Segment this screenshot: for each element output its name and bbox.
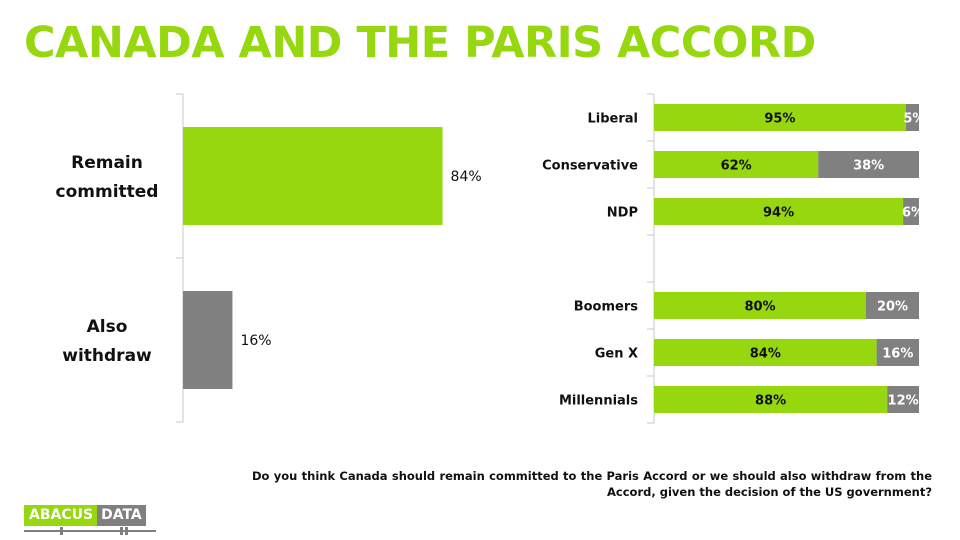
- bar-segment: [887, 386, 919, 413]
- page-title: CANADA AND THE PARIS ACCORD: [24, 18, 816, 68]
- abacus-data-logo: ABACUS DATA: [24, 505, 160, 535]
- category-label: Liberal: [587, 112, 638, 127]
- logo-text-abacus: ABACUS: [24, 505, 98, 526]
- category-label: Remain: [71, 153, 143, 173]
- data-label: 16%: [240, 333, 271, 349]
- data-label: 16%: [882, 347, 913, 362]
- logo-mark: [60, 527, 63, 535]
- logo-mark: [125, 527, 128, 535]
- logo-underline: [24, 530, 156, 532]
- bar-segment: [654, 292, 866, 319]
- logo-text-data: DATA: [97, 505, 146, 526]
- data-label: 94%: [763, 206, 794, 221]
- bar-segment: [654, 151, 819, 178]
- category-label: Boomers: [574, 300, 639, 315]
- bar-segment: [905, 104, 919, 131]
- data-label: 88%: [755, 394, 786, 409]
- bar-segment: [818, 151, 919, 178]
- survey-question: Do you think Canada should remain commit…: [252, 469, 932, 499]
- bar-segment: [876, 339, 919, 366]
- data-label: 20%: [877, 300, 908, 315]
- bar-segment: [903, 198, 919, 225]
- data-label: 12%: [888, 394, 919, 409]
- category-label: Millennials: [559, 394, 638, 409]
- category-label: NDP: [607, 206, 638, 221]
- data-label: 5%: [903, 112, 925, 127]
- category-label: Also: [87, 317, 128, 337]
- bar: [183, 291, 233, 389]
- data-label: 95%: [764, 112, 795, 127]
- category-label: Conservative: [542, 159, 638, 174]
- category-label: committed: [56, 182, 159, 202]
- data-label: 84%: [451, 169, 482, 185]
- bar-segment: [654, 198, 904, 225]
- bar-segment: [654, 104, 906, 131]
- bar: [183, 127, 443, 225]
- logo-mark: [120, 527, 123, 535]
- data-label: 6%: [902, 206, 924, 221]
- data-label: 80%: [744, 300, 775, 315]
- bar-segment: [654, 386, 888, 413]
- data-label: 38%: [853, 159, 884, 174]
- bar-segment: [654, 339, 877, 366]
- category-label: Gen X: [595, 347, 638, 362]
- data-label: 84%: [750, 347, 781, 362]
- category-label: withdraw: [62, 346, 152, 366]
- bar-segment: [866, 292, 919, 319]
- data-label: 62%: [721, 159, 752, 174]
